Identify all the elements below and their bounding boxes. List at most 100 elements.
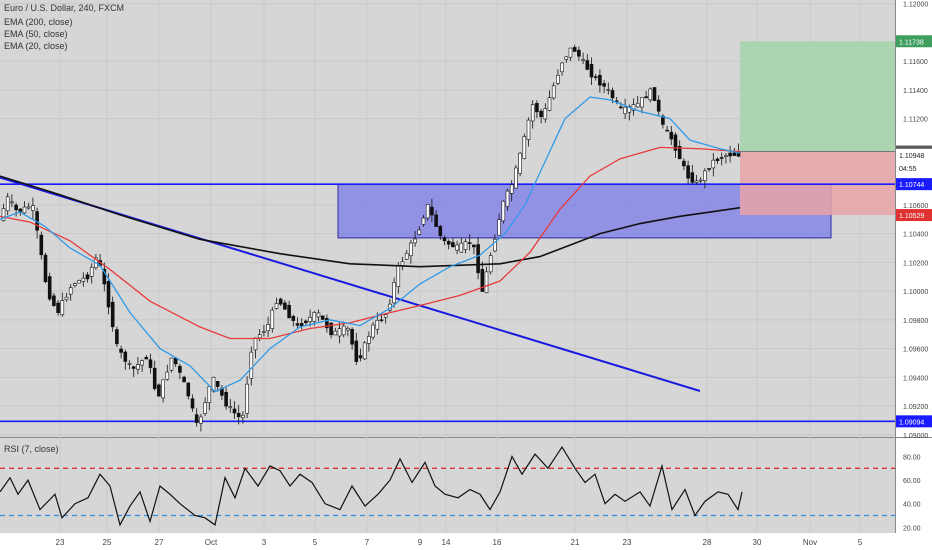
candle-down [329, 322, 333, 336]
candle-down [669, 131, 674, 140]
legend-ema50: EMA (50, close) [4, 29, 68, 39]
candle-up [383, 314, 388, 318]
ema50-line [0, 146, 741, 340]
candle-up [333, 330, 338, 336]
candle-up [417, 229, 422, 235]
candle-down [304, 320, 308, 324]
candle-up [136, 364, 140, 370]
candle-down [152, 367, 157, 389]
candle-up [556, 75, 560, 84]
rsi-line [0, 445, 743, 527]
candle-up [73, 283, 77, 286]
candle-up [316, 312, 321, 318]
candle-down [577, 49, 581, 57]
legend-ema200: EMA (200, close) [4, 17, 73, 27]
candle-down [110, 301, 115, 328]
candle-up [564, 56, 569, 60]
candle-up [257, 334, 262, 339]
candle-up [68, 287, 73, 295]
candle-up [463, 241, 468, 250]
candle-down [467, 242, 472, 244]
candle-down [157, 384, 161, 397]
candle-down [190, 398, 195, 409]
candle-down [224, 391, 228, 407]
rsi-tick-label: 20.00 [903, 525, 921, 532]
stop-box [740, 151, 895, 216]
candle-up [505, 190, 510, 207]
price-tag [896, 162, 932, 175]
price-tick-label: 1.09400 [903, 375, 928, 382]
x-tick-label: 23 [623, 538, 632, 547]
x-tick-label: 16 [493, 538, 502, 547]
candle-down [652, 87, 657, 101]
ema20-line [0, 96, 741, 393]
x-tick-label: 21 [571, 538, 580, 547]
rsi-tick-label: 40.00 [903, 502, 921, 509]
candle-up [421, 217, 426, 225]
candle-up [262, 331, 266, 334]
candle-up [375, 319, 380, 330]
candle-up [312, 312, 317, 322]
ema200-line [0, 175, 741, 268]
candle-up [627, 106, 632, 113]
x-tick-label: 5 [858, 538, 863, 547]
candle-down [379, 319, 384, 322]
candle-up [694, 180, 699, 183]
candle-up [165, 371, 170, 380]
candle-down [602, 83, 606, 87]
candle-up [371, 324, 375, 338]
candle-up [413, 238, 417, 244]
price-tick-label: 1.09600 [903, 347, 928, 354]
candle-up [199, 416, 203, 424]
price-tag [896, 415, 932, 428]
price-tag-label: 1.10948 [899, 153, 924, 160]
x-tick-label: 14 [442, 538, 451, 547]
candle-down [232, 408, 237, 414]
candle-down [182, 376, 186, 383]
candle-up [253, 337, 258, 351]
price-tick-label: 1.10200 [903, 260, 928, 267]
candle-up [724, 155, 728, 157]
candle-down [47, 276, 52, 300]
candle-down [287, 304, 291, 319]
candle-down [123, 351, 128, 362]
candle-up [581, 59, 585, 61]
price-tick-label: 1.10600 [903, 203, 928, 210]
price-tick-label: 1.12000 [903, 2, 928, 9]
candle-up [266, 324, 270, 332]
rsi-title: RSI (7, close) [4, 444, 59, 454]
candle-up [161, 379, 165, 399]
candle-up [337, 328, 342, 337]
candle-down [476, 244, 480, 274]
candle-down [589, 63, 594, 78]
price-tag-label: 1.10529 [899, 213, 924, 220]
candle-down [119, 348, 123, 353]
candle-down [446, 240, 451, 245]
candle-down [283, 302, 287, 310]
candle-down [539, 110, 543, 117]
candle-up [77, 280, 81, 284]
candle-up [228, 406, 233, 409]
candle-up [392, 282, 396, 304]
candle-down [707, 168, 711, 170]
candle-down [438, 225, 443, 237]
price-tag-label: 1.11738 [899, 39, 924, 46]
candle-down [673, 134, 678, 151]
candle-down [178, 365, 182, 373]
candle-down [715, 158, 720, 162]
candle-down [106, 281, 111, 308]
candle-down [472, 244, 476, 248]
candle-down [451, 242, 455, 248]
candle-down [215, 381, 220, 387]
candle-up [518, 152, 522, 174]
candle-down [144, 357, 149, 360]
candle-down [644, 96, 648, 99]
candle-up [484, 271, 489, 294]
candle-up [308, 317, 312, 322]
target-box [740, 41, 895, 152]
candle-up [497, 219, 501, 236]
price-tick-label: 1.09200 [903, 404, 928, 411]
price-tick-label: 1.09000 [903, 433, 928, 440]
candle-down [148, 359, 153, 368]
